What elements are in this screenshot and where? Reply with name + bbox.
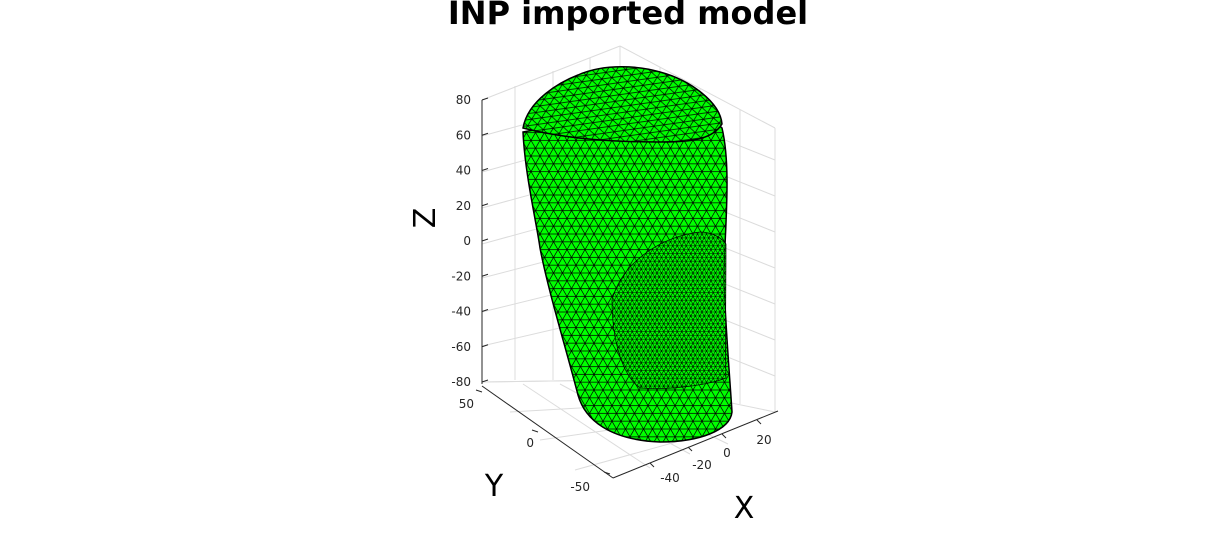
z-tick-label: -20 bbox=[451, 269, 471, 283]
x-axis: -40 -20 0 20 X bbox=[612, 410, 779, 526]
y-tick-mark bbox=[603, 471, 611, 475]
z-tick-label: 80 bbox=[456, 93, 471, 107]
y-tick-label: -50 bbox=[570, 480, 590, 494]
z-tick-label: -80 bbox=[451, 375, 471, 389]
z-tick-mark bbox=[481, 309, 489, 312]
y-tick-label: 50 bbox=[459, 397, 474, 411]
x-tick-mark bbox=[687, 446, 693, 452]
y-tick-mark bbox=[531, 429, 539, 433]
z-tick-mark bbox=[481, 168, 489, 171]
x-tick-label: -20 bbox=[692, 458, 712, 472]
z-tick-mark bbox=[481, 132, 489, 136]
x-tick-label: -40 bbox=[660, 471, 680, 485]
x-tick-label: 0 bbox=[723, 446, 731, 460]
x-tick-label: 20 bbox=[756, 433, 771, 447]
plot-title: INP imported model bbox=[448, 0, 808, 32]
z-tick-mark bbox=[481, 273, 489, 277]
x-tick-mark bbox=[756, 419, 762, 425]
z-tick-mark bbox=[481, 344, 489, 348]
z-axis: 80 60 40 20 0 -20 -40 -60 -80 Z bbox=[408, 93, 489, 389]
y-axis: 50 0 -50 Y bbox=[459, 385, 614, 504]
x-tick-mark bbox=[649, 462, 655, 468]
z-tick-label: 0 bbox=[463, 234, 471, 248]
z-axis-label: Z bbox=[408, 208, 443, 229]
z-tick-mark bbox=[481, 203, 489, 207]
x-tick-mark bbox=[721, 433, 727, 439]
y-axis-label: Y bbox=[484, 469, 504, 504]
z-tick-label: -40 bbox=[451, 305, 471, 319]
z-tick-mark bbox=[481, 379, 489, 383]
y-tick-label: 0 bbox=[526, 436, 534, 450]
x-axis-label: X bbox=[734, 491, 755, 526]
z-tick-label: 40 bbox=[456, 164, 471, 178]
z-tick-mark bbox=[481, 238, 489, 242]
z-tick-label: 60 bbox=[456, 128, 471, 142]
z-tick-label: 20 bbox=[456, 199, 471, 213]
mesh-model bbox=[522, 66, 733, 443]
z-tick-mark bbox=[481, 97, 489, 101]
y-tick-mark bbox=[475, 389, 483, 393]
z-tick-label: -60 bbox=[451, 340, 471, 354]
